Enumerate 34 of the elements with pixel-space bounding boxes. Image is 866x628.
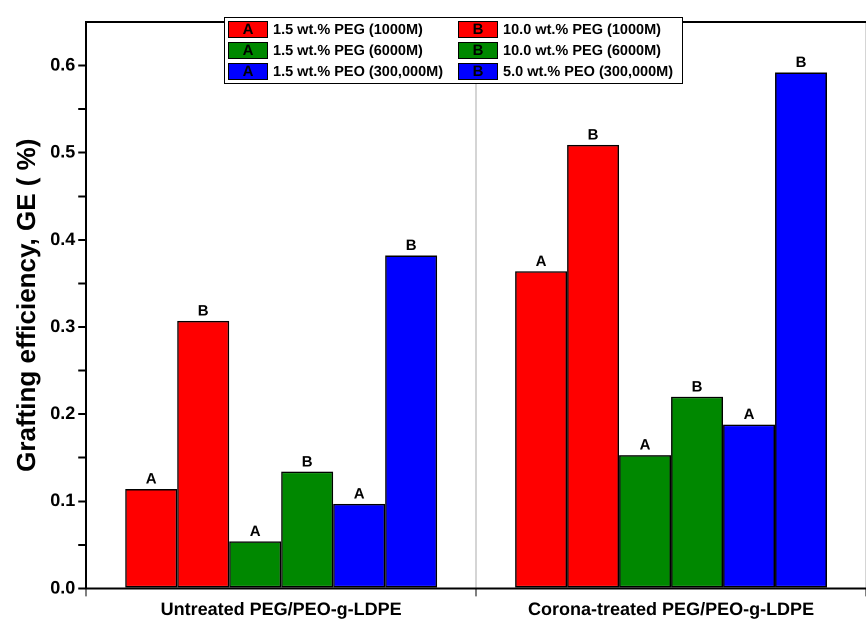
data-label: A: [744, 406, 755, 424]
y-tick-label: 0.4: [50, 228, 76, 249]
text: B: [472, 21, 484, 38]
text: A: [242, 42, 254, 59]
y-axis-title: Grafting efficiency, GE ( %): [10, 138, 41, 472]
data-label: A: [146, 470, 157, 488]
y-tick-label: 0.5: [50, 142, 76, 162]
legend-label: 5.0 wt.% PEO (300,000M): [503, 64, 674, 80]
text: A: [242, 63, 254, 80]
data-label: B: [198, 302, 209, 320]
y-tick-label: 0.3: [50, 316, 76, 336]
x-tick-label: Untreated PEG/PEO-g-LDPE: [160, 599, 402, 620]
text: A: [242, 21, 254, 38]
legend-label: 1.5 wt.% PEG (1000M): [273, 22, 423, 38]
text: B: [472, 42, 484, 59]
legend-label: 1.5 wt.% PEO (300,000M): [273, 64, 444, 80]
y-tick-label: 0.0: [50, 577, 76, 598]
x-tick-label: Corona-treated PEG/PEO-g-LDPE: [528, 599, 814, 620]
legend-label: 1.5 wt.% PEG (6000M): [273, 42, 423, 58]
data-label: A: [250, 522, 261, 540]
legend-label: 10.0 wt.% PEG (6000M): [503, 42, 661, 58]
y-tick-label: 0.6: [50, 54, 76, 75]
text: B: [472, 63, 484, 80]
y-tick-label: 0.1: [50, 490, 76, 510]
data-label: A: [640, 436, 651, 454]
data-label: B: [302, 453, 313, 470]
data-label: A: [354, 486, 365, 503]
data-label: B: [406, 237, 417, 254]
data-label: A: [536, 252, 547, 270]
data-label: B: [796, 54, 807, 72]
y-tick-label: 0.2: [50, 403, 76, 424]
data-label: B: [588, 126, 599, 144]
data-label: B: [692, 378, 703, 396]
legend-label: 10.0 wt.% PEG (1000M): [503, 22, 661, 38]
